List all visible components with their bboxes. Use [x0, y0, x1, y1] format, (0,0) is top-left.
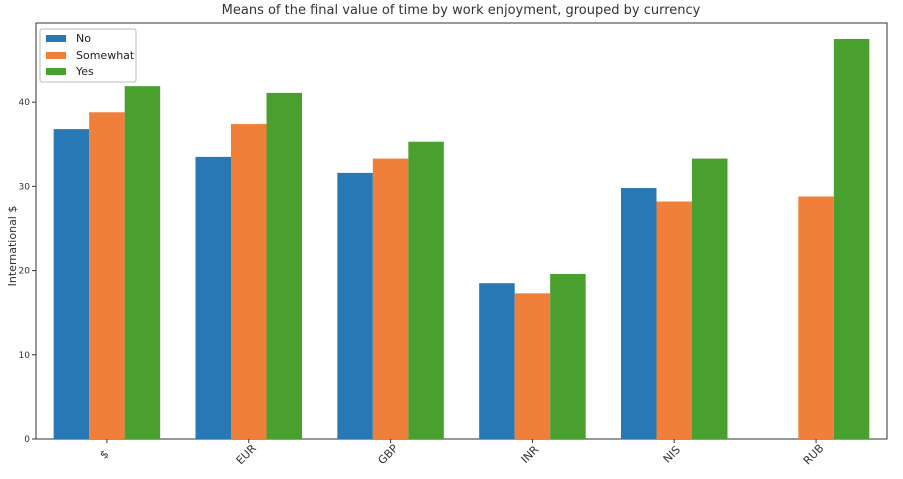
legend-swatch-somewhat [46, 52, 66, 59]
x-tick-label: INR [519, 443, 542, 466]
bars-group [53, 39, 870, 440]
y-axis: 0 10 20 30 40 [19, 98, 36, 445]
x-tick-label: NIS [661, 443, 683, 465]
bar-yes-0 [124, 86, 161, 439]
y-tick-label: 0 [24, 435, 30, 445]
bar-somewhat-1 [231, 124, 267, 439]
bar-no-3 [479, 283, 515, 439]
legend: No Somewhat Yes [39, 28, 137, 83]
bar-no-1 [195, 156, 231, 440]
legend-swatch-yes [46, 68, 66, 75]
bar-yes-5 [833, 39, 870, 439]
bar-yes-4 [692, 158, 728, 439]
legend-label-yes: Yes [75, 65, 94, 78]
bar-somewhat-4 [656, 201, 692, 439]
bar-yes-3 [550, 273, 586, 439]
x-tick-label: GBP [375, 442, 401, 468]
plot-area [35, 22, 888, 440]
bar-somewhat-2 [372, 158, 409, 439]
bar-no-2 [337, 172, 373, 440]
y-axis-label: International $ [6, 206, 19, 287]
legend-swatch-no [46, 35, 66, 42]
legend-label-somewhat: Somewhat [76, 49, 135, 62]
x-axis: $ EUR GBP INR NIS RUB [97, 439, 826, 467]
bar-no-0 [53, 129, 90, 439]
legend-label-no: No [76, 32, 91, 45]
bar-yes-1 [266, 92, 302, 439]
x-tick-label: EUR [234, 442, 259, 467]
chart-title: Means of the final value of time by work… [222, 3, 701, 18]
x-tick-label: $ [97, 447, 111, 461]
y-tick-label: 10 [19, 351, 31, 361]
bar-somewhat-3 [514, 293, 551, 439]
y-tick-label: 40 [19, 98, 31, 108]
bar-no-4 [621, 188, 657, 439]
bar-somewhat-5 [798, 196, 834, 439]
y-tick-label: 30 [19, 182, 31, 192]
bar-somewhat-0 [89, 112, 125, 440]
bar-yes-2 [408, 141, 444, 439]
y-tick-label: 20 [19, 267, 31, 277]
x-tick-label: RUB [801, 442, 827, 468]
